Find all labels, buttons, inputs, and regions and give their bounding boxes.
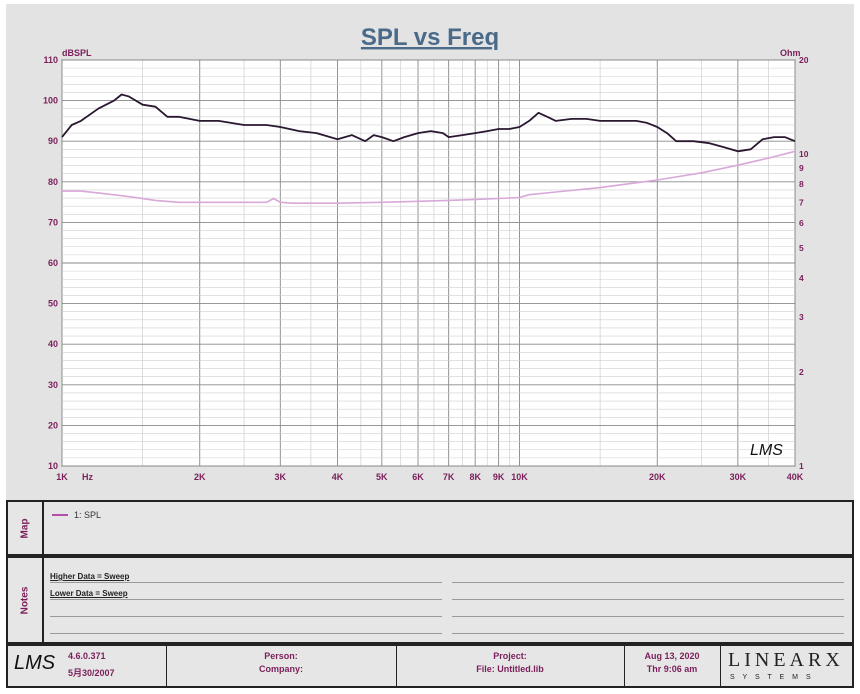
y-right-unit: Ohm (780, 48, 801, 58)
note-line-1: Higher Data = Sweep (50, 572, 130, 581)
y-right-tick-label: 8 (799, 179, 804, 189)
notes-tab-label: Notes (19, 586, 31, 614)
x-unit-label: Hz (82, 472, 93, 482)
x-tick-label: 4K (332, 472, 344, 482)
footer-file: File: Untitled.lib (476, 664, 544, 674)
y-left-tick-label: 50 (48, 299, 58, 309)
footer-build-date: 5月30/2007 (68, 668, 115, 678)
y-left-tick-label: 40 (48, 339, 58, 349)
lms-watermark: LMS (750, 442, 783, 459)
x-tick-label: 10K (511, 472, 528, 482)
x-tick-label: 5K (376, 472, 388, 482)
footer-person: Person: (264, 651, 298, 661)
y-left-tick-label: 100 (43, 96, 58, 106)
footer-project-cell: Project: File: Untitled.lib (396, 646, 625, 686)
y-right-tick-label: 4 (799, 273, 804, 283)
footer-date-cell: Aug 13, 2020 Thr 9:06 am (624, 646, 721, 686)
map-tab: Map (8, 502, 44, 554)
y-right-tick-label: 5 (799, 243, 804, 253)
legend: 1: SPL (52, 510, 101, 520)
note-rule (452, 582, 844, 583)
footer-logo: LMS (14, 652, 56, 674)
x-tick-label: 1K (56, 472, 68, 482)
y-left-tick-label: 90 (48, 136, 58, 146)
note-rule (50, 599, 442, 600)
x-tick-label: 6K (412, 472, 424, 482)
y-left-tick-label: 70 (48, 217, 58, 227)
footer-time: Thr 9:06 am (646, 664, 698, 674)
x-tick-label: 2K (194, 472, 206, 482)
footer-version-cell: LMS 4.6.0.371 5月30/2007 (8, 646, 167, 686)
chart-title: SPL vs Freq (361, 24, 499, 51)
y-left-tick-label: 80 (48, 177, 58, 187)
notes-tab: Notes (8, 558, 44, 642)
x-tick-label: 40K (787, 472, 804, 482)
footer-person-cell: Person: Company: (166, 646, 397, 686)
y-right-tick-label: 7 (799, 197, 804, 207)
axes: 1K 2K 3K 4K 5K 6K 7K 8K 9K 10K 20K 30K 40K 10 20 30 40 50… (43, 55, 809, 482)
footer: LMS 4.6.0.371 5月30/2007 Person: Company:… (6, 644, 854, 688)
y-left-tick-label: 30 (48, 380, 58, 390)
x-tick-label: 7K (443, 472, 455, 482)
x-tick-label: 3K (275, 472, 287, 482)
x-tick-label: 9K (493, 472, 505, 482)
impedance-series-line (62, 150, 796, 204)
y-right-tick-label: 9 (799, 163, 804, 173)
series-layer (61, 93, 796, 204)
y-right-tick-label: 20 (799, 55, 809, 65)
footer-brand-sub: S Y S T E M S (730, 674, 814, 681)
legend-label: 1: SPL (74, 510, 102, 520)
y-left-tick-label: 10 (48, 461, 58, 471)
map-section: Map 1: SPL (6, 500, 854, 556)
footer-company: Company: (258, 664, 303, 674)
y-left-tick-label: 20 (48, 420, 58, 430)
footer-project: Project: (493, 651, 527, 661)
y-left-unit: dBSPL (62, 48, 92, 58)
spl-series-line (61, 93, 796, 153)
note-line-2: Lower Data = Sweep (50, 589, 128, 598)
note-rule (50, 616, 442, 617)
note-rule (50, 582, 442, 583)
plot-area (61, 59, 796, 467)
y-left-tick-label: 110 (43, 55, 58, 65)
y-right-tick-label: 2 (799, 367, 804, 377)
x-tick-label: 8K (469, 472, 481, 482)
y-right-tick-label: 6 (799, 218, 804, 228)
y-right-tick-label: 1 (799, 461, 804, 471)
y-right-tick-label: 3 (799, 312, 804, 322)
legend-swatch (52, 514, 68, 516)
x-tick-label: 30K (730, 472, 747, 482)
x-tick-label: 20K (649, 472, 666, 482)
note-rule (452, 616, 844, 617)
notes-section: Notes Higher Data = Sweep Lower Data = S… (6, 556, 854, 644)
note-rule (452, 599, 844, 600)
y-right-tick-label: 10 (799, 149, 809, 159)
footer-version: 4.6.0.371 (68, 651, 106, 661)
footer-brand-cell: LINEARX S Y S T E M S (720, 646, 852, 686)
footer-date: Aug 13, 2020 (644, 651, 700, 661)
spl-chart: SPL vs Freq dBSPL Ohm 1K 2K 3K 4K 5K 6K 7K 8K 9K… (42, 24, 809, 482)
footer-brand: LINEARX (728, 649, 844, 671)
map-tab-label: Map (19, 518, 31, 538)
y-left-tick-label: 60 (48, 258, 58, 268)
note-rule (50, 633, 442, 634)
note-rule (452, 633, 844, 634)
